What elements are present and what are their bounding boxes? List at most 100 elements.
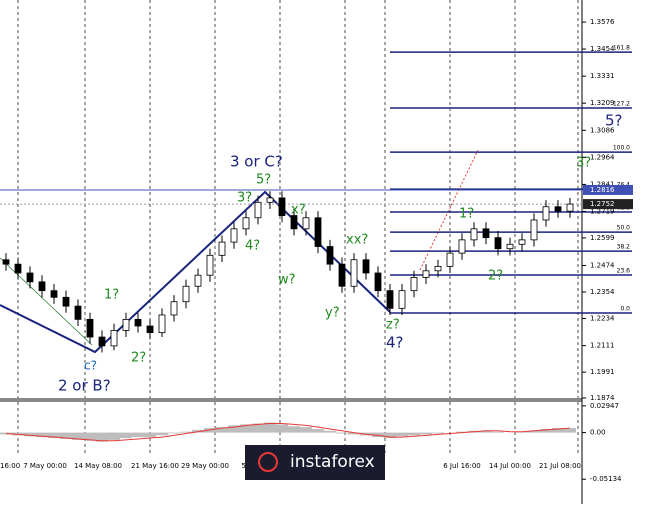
osc-bar <box>132 432 144 438</box>
osc-bar <box>552 428 564 433</box>
x-tick-label: 21 Jul 08:00 <box>539 462 581 470</box>
osc-bar <box>432 432 444 434</box>
annotation: c? <box>84 359 97 373</box>
osc-bar <box>480 430 492 433</box>
fib-label: 161.8 <box>613 45 630 52</box>
y-tick-label: 1.2474 <box>590 261 615 269</box>
candle-body <box>134 318 142 327</box>
candle-body <box>158 314 166 334</box>
osc-bar <box>84 432 96 441</box>
y-tick-label: 1.2111 <box>590 342 615 350</box>
fib-label: 50.0 <box>617 225 631 232</box>
candle-body <box>98 336 106 347</box>
price-label: 1.2816 <box>590 186 615 194</box>
candle-body <box>266 197 274 203</box>
osc-bar <box>324 430 336 433</box>
annotation: w? <box>278 273 296 288</box>
price-label-bg <box>583 184 633 195</box>
osc-bar <box>216 427 228 433</box>
fib-label: 100.0 <box>613 145 630 152</box>
candle-body <box>26 272 34 283</box>
watermark-bg <box>245 445 385 480</box>
annotation: 3 or C? <box>230 153 283 171</box>
osc-bar <box>180 431 192 433</box>
osc-bar <box>384 432 396 439</box>
osc-bar <box>564 428 576 433</box>
candle-body <box>410 277 418 292</box>
y-tick-label: 1.3576 <box>590 18 615 26</box>
candle-body <box>542 206 550 221</box>
osc-bar <box>300 427 312 433</box>
x-tick-label: 6 Jul 16:00 <box>443 462 481 470</box>
osc-bar <box>240 424 252 433</box>
osc-bar <box>144 432 156 438</box>
osc-bar <box>396 432 408 437</box>
candle-body <box>254 201 262 219</box>
annotation: 1? <box>459 207 474 222</box>
osc-bar <box>72 432 84 440</box>
candle-body <box>38 281 46 292</box>
candle-body <box>122 318 130 331</box>
osc-bar <box>168 432 180 434</box>
y-tick-label: 1.2599 <box>590 234 615 242</box>
osc-bar <box>336 432 348 434</box>
time-grid <box>17 0 579 455</box>
candle-body <box>110 330 118 347</box>
annotation: xx? <box>346 233 368 248</box>
candle-body <box>290 215 298 230</box>
osc-bar <box>264 422 276 433</box>
annotation: 5? <box>605 112 623 130</box>
candle-body <box>482 228 490 239</box>
annotation: 2? <box>131 351 146 366</box>
osc-bar <box>312 428 324 433</box>
y-tick-label: 1.3331 <box>590 72 615 80</box>
osc-bar <box>48 432 60 439</box>
candle-body <box>350 259 358 287</box>
y-tick-label: 1.1991 <box>590 368 615 376</box>
osc-tick-label: 0.02947 <box>590 402 619 410</box>
fib-label: 38.2 <box>617 244 631 251</box>
candle-body <box>182 285 190 303</box>
candle-body <box>494 237 502 250</box>
x-tick-label: 21 May 16:00 <box>131 462 179 470</box>
osc-bar <box>348 432 360 435</box>
candle-body <box>50 290 58 298</box>
candle-body <box>518 239 526 245</box>
y-tick-label: 1.3454 <box>590 45 615 53</box>
candle-body <box>170 301 178 316</box>
candle-body <box>278 197 286 216</box>
annotation: 1? <box>104 288 119 303</box>
osc-bar <box>228 425 240 433</box>
candle-body <box>566 203 574 212</box>
y-tick-label: 1.2964 <box>590 153 615 161</box>
annotation: 3? <box>237 191 252 206</box>
osc-bar <box>288 426 300 433</box>
x-tick-label: 7 May 00:00 <box>23 462 67 470</box>
candle-body <box>554 206 562 212</box>
y-tick-label: 1.3086 <box>590 126 615 134</box>
candle-body <box>242 217 250 230</box>
panel-separator <box>0 398 582 402</box>
osc-bar <box>24 432 36 437</box>
y-tick-label: 1.2841 <box>590 180 615 188</box>
osc-tick-label: -0.05134 <box>590 475 622 483</box>
x-tick-label: 16:00 <box>0 462 20 470</box>
candle-body <box>2 259 10 265</box>
annotation: z? <box>386 318 400 333</box>
y-tick-label: 1.2354 <box>590 288 615 296</box>
fib-label: 127.2 <box>613 101 630 108</box>
candle-body <box>458 239 466 254</box>
y-tick-label: 1.2234 <box>590 314 615 322</box>
annotation: x? <box>291 203 306 218</box>
candle-body <box>206 254 214 276</box>
fib-label: 23.6 <box>617 267 631 274</box>
candle-body <box>386 290 394 309</box>
candle-body <box>218 241 226 256</box>
osc-bar <box>96 432 108 442</box>
candle-body <box>362 259 370 274</box>
candle-body <box>74 305 82 320</box>
osc-bar <box>408 432 420 436</box>
annotation: 4? <box>245 239 260 254</box>
osc-bar <box>492 431 504 433</box>
